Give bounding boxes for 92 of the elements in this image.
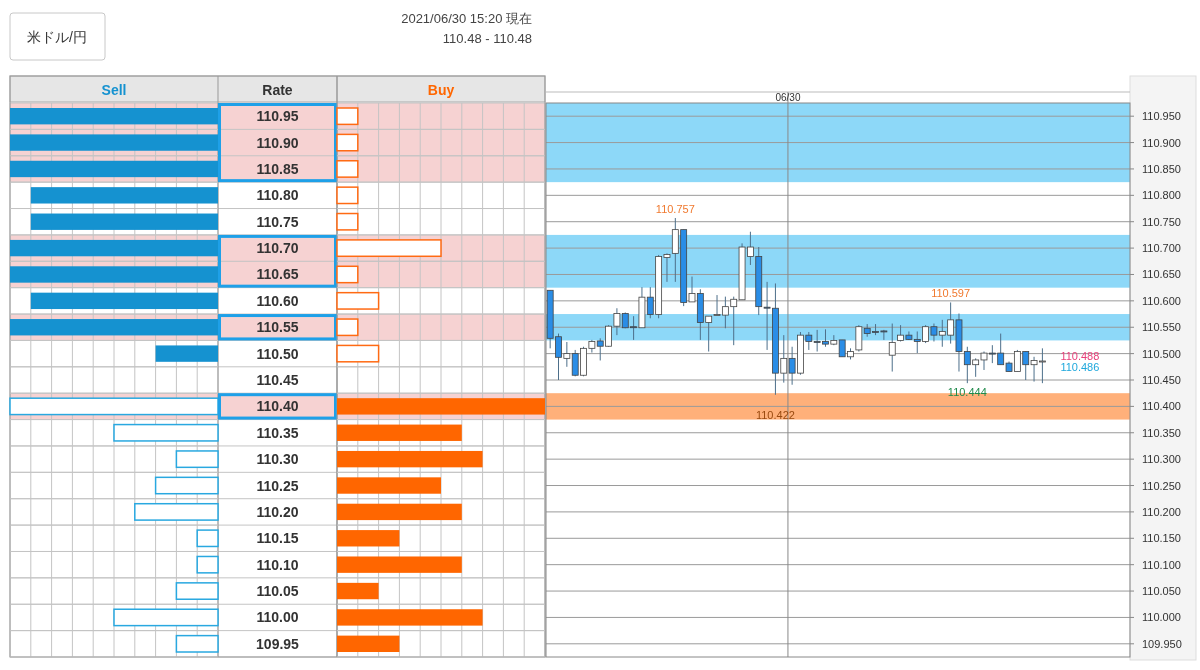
annotation: 110.597: [931, 287, 971, 300]
y-tick-label: 110.50: [256, 345, 299, 362]
bar: [10, 160, 218, 178]
bar: [113, 423, 219, 442]
y-tick-label: 110.05: [256, 583, 299, 600]
y-tick-label: 110.350: [1142, 426, 1181, 439]
y-tick-label: 110.55: [256, 319, 299, 336]
pair-button: 米ドル/円: [9, 12, 106, 61]
y-tick-label: 110.85: [256, 160, 299, 177]
bar: [336, 160, 359, 178]
annotation: 06/30: [775, 92, 801, 103]
bar: [175, 634, 219, 653]
bar: [196, 529, 219, 548]
bar: [336, 186, 359, 205]
chart-title: Buy: [427, 82, 455, 98]
bar: [337, 424, 462, 441]
bar: [10, 266, 218, 283]
y-tick-label: 110.70: [256, 240, 299, 257]
y-tick-label: 110.950: [1142, 110, 1181, 123]
y-tick-label: 109.950: [1142, 637, 1182, 650]
bar: [30, 292, 218, 310]
annotation: 110.488: [1060, 350, 1100, 363]
y-tick-label: 110.650: [1142, 268, 1181, 281]
y-tick-label: 110.800: [1142, 189, 1181, 202]
bar: [336, 344, 380, 363]
bar: [336, 239, 442, 258]
y-tick-label: 110.65: [256, 266, 299, 283]
y-tick-label: 110.80: [256, 187, 299, 204]
bar: [30, 213, 218, 230]
bar: [337, 503, 462, 521]
y-tick-label: 110.15: [256, 530, 299, 547]
y-tick-label: 110.000: [1142, 611, 1181, 624]
y-tick-label: 110.750: [1142, 215, 1181, 228]
y-tick-label: 110.400: [1142, 400, 1181, 413]
bar: [155, 345, 218, 362]
y-tick-label: 110.900: [1142, 136, 1181, 149]
bar: [175, 582, 219, 600]
bar: [337, 556, 462, 573]
bar: [337, 609, 483, 626]
y-tick-label: 110.95: [256, 108, 299, 125]
y-tick-label: 110.300: [1142, 453, 1181, 466]
y-tick-label: 110.45: [256, 372, 299, 388]
annotation: 110.486: [1060, 361, 1100, 374]
bar: [196, 555, 219, 574]
y-tick-label: 110.150: [1142, 532, 1181, 545]
bar: [10, 239, 218, 257]
y-tick-label: 110.700: [1142, 242, 1181, 255]
y-tick-label: 110.450: [1142, 374, 1181, 386]
bar: [9, 397, 219, 416]
y-tick-label: 110.850: [1142, 162, 1181, 175]
y-tick-label: 110.00: [256, 609, 299, 626]
y-tick-label: 110.550: [1142, 321, 1181, 334]
y-tick-label: 110.60: [256, 292, 299, 309]
bar: [175, 450, 219, 469]
text: 2021/06/30 15:20 現在: [401, 11, 532, 26]
y-tick-label: 110.90: [256, 134, 299, 151]
bar: [337, 582, 379, 600]
y-tick-label: 109.95: [256, 635, 300, 652]
y-tick-label: 110.40: [256, 398, 299, 415]
bar: [154, 476, 219, 495]
bar: [30, 187, 218, 204]
y-tick-label: 110.100: [1142, 558, 1181, 571]
bar: [134, 502, 219, 521]
bar: [336, 265, 359, 284]
y-tick-label: 110.050: [1142, 585, 1181, 598]
y-axis-title: Rate: [262, 82, 293, 98]
bar: [10, 134, 218, 151]
y-tick-label: 110.20: [256, 503, 299, 520]
chart-title: Sell: [101, 82, 127, 98]
y-tick-label: 110.35: [256, 424, 299, 441]
y-tick-label: 110.30: [256, 451, 299, 468]
bar: [337, 635, 400, 652]
bar: [336, 107, 359, 126]
text: 110.48 - 110.48: [442, 31, 532, 46]
y-tick-label: 110.25: [256, 477, 299, 494]
y-tick-label: 110.200: [1142, 505, 1181, 518]
y-tick-label: 110.250: [1142, 479, 1181, 492]
y-tick-label: 110.600: [1142, 294, 1181, 307]
bar: [336, 318, 359, 337]
y-tick-label: 110.10: [256, 556, 299, 573]
bar: [10, 108, 218, 125]
y-tick-label: 110.75: [256, 213, 299, 230]
bar: [336, 212, 359, 231]
bar: [113, 608, 219, 627]
bar: [10, 319, 218, 336]
bar: [336, 291, 380, 310]
y-tick-label: 110.500: [1142, 347, 1181, 360]
bar: [337, 477, 441, 494]
annotation: 110.757: [655, 203, 695, 216]
bar: [337, 530, 400, 547]
bar: [336, 133, 359, 152]
bar: [337, 450, 483, 468]
